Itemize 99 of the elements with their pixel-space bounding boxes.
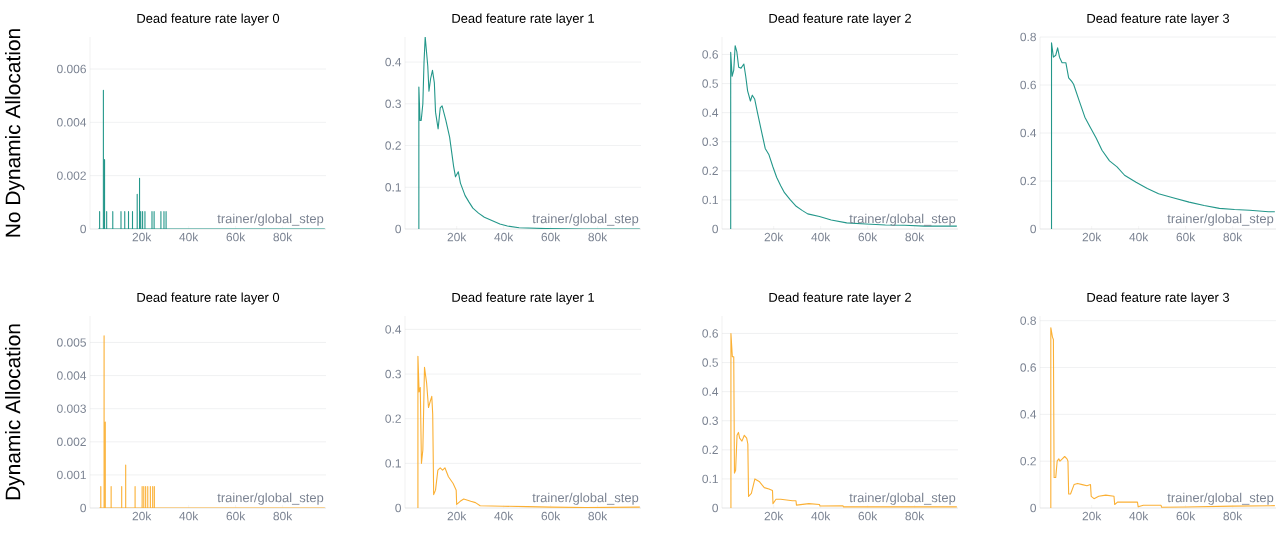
y-tick-label: 0.2 (1020, 456, 1036, 466)
x-tick-label: 40k (179, 511, 199, 521)
x-tick-label: 40k (494, 232, 514, 242)
y-tick-label: 0.005 (57, 338, 86, 347)
x-tick-label: 20k (1082, 232, 1102, 242)
x-tick-label: 20k (447, 232, 467, 242)
x-tick-label: 80k (1223, 232, 1243, 242)
y-tick-label: 0.003 (57, 404, 86, 413)
x-tick-label: 40k (811, 511, 831, 521)
y-tick-label: 0.1 (702, 195, 718, 205)
x-axis-title: trainer/global_step (1167, 492, 1274, 505)
y-tick-label: 0.6 (702, 329, 718, 338)
x-tick-label: 40k (1129, 232, 1149, 242)
x-tick-label: 20k (764, 511, 784, 521)
y-tick-label: 0.5 (702, 79, 718, 88)
x-tick-label: 20k (764, 232, 784, 242)
x-axis-title: trainer/global_step (532, 213, 639, 226)
y-tick-label: 0.006 (57, 64, 86, 74)
y-tick-label: 0.002 (57, 437, 86, 447)
x-tick-label: 60k (541, 232, 561, 242)
x-tick-label: 20k (447, 511, 467, 521)
chart-title: Dead feature rate layer 0 (137, 292, 280, 305)
y-tick-label: 0 (80, 503, 87, 513)
x-tick-label: 80k (905, 511, 925, 521)
y-tick-label: 0.8 (1020, 32, 1036, 42)
y-tick-label: 0.6 (1020, 80, 1036, 90)
y-tick-label: 0.1 (385, 183, 401, 192)
y-tick-label: 0.004 (57, 371, 87, 380)
y-tick-label: 0.2 (702, 445, 718, 455)
x-axis-title: trainer/global_step (849, 492, 956, 505)
chart-title: Dead feature rate layer 2 (769, 292, 911, 305)
x-tick-label: 80k (1223, 511, 1243, 521)
x-tick-label: 60k (858, 232, 878, 242)
y-tick-label: 0.4 (702, 387, 719, 396)
x-tick-label: 60k (226, 511, 246, 521)
y-tick-label: 0.3 (702, 416, 718, 425)
y-tick-label: 0.1 (385, 459, 401, 468)
x-tick-label: 40k (811, 232, 831, 242)
x-tick-label: 80k (588, 511, 608, 521)
x-tick-label: 60k (541, 511, 561, 521)
chart-title: Dead feature rate layer 1 (452, 292, 594, 305)
y-tick-label: 0.001 (57, 470, 86, 480)
x-tick-label: 40k (1129, 511, 1149, 521)
x-tick-label: 40k (494, 511, 514, 521)
line-series (97, 89, 326, 229)
y-tick-label: 0 (712, 503, 719, 513)
y-tick-label: 0.4 (385, 325, 402, 334)
x-axis-title: trainer/global_step (532, 492, 639, 505)
x-axis-title: trainer/global_step (1167, 213, 1274, 226)
y-tick-label: 0.6 (1020, 363, 1036, 372)
y-tick-label: 0 (395, 503, 402, 513)
x-tick-label: 80k (273, 511, 293, 521)
y-tick-label: 0.002 (57, 171, 86, 180)
y-tick-label: 0 (80, 224, 87, 234)
x-tick-label: 20k (132, 232, 152, 242)
y-tick-label: 0 (1030, 224, 1037, 234)
y-tick-label: 0.4 (1020, 128, 1037, 138)
x-tick-label: 20k (1082, 511, 1102, 521)
line-series (1050, 42, 1276, 229)
y-tick-label: 0.2 (385, 414, 401, 423)
y-tick-label: 0.1 (702, 474, 718, 484)
line-series (417, 355, 641, 509)
x-tick-label: 60k (858, 511, 878, 521)
y-tick-label: 0.4 (385, 57, 402, 67)
y-tick-label: 0.004 (57, 118, 87, 127)
y-tick-label: 0.6 (702, 50, 718, 59)
y-tick-label: 0 (395, 224, 402, 234)
chart-title: Dead feature rate layer 1 (452, 13, 594, 26)
y-tick-label: 0.3 (385, 369, 401, 379)
line-series (730, 45, 958, 229)
y-tick-label: 0.4 (702, 108, 719, 117)
line-series (98, 335, 326, 509)
y-tick-label: 0.2 (385, 141, 401, 150)
chart-title: Dead feature rate layer 2 (769, 13, 911, 26)
x-tick-label: 60k (1176, 511, 1196, 521)
x-tick-label: 20k (132, 511, 152, 521)
y-tick-label: 0 (712, 224, 719, 234)
x-tick-label: 80k (588, 232, 608, 242)
chart-title: Dead feature rate layer 3 (1087, 292, 1230, 305)
y-tick-label: 0 (1030, 503, 1037, 513)
x-tick-label: 80k (273, 232, 293, 242)
y-tick-label: 0.2 (702, 166, 718, 176)
x-tick-label: 40k (179, 232, 199, 242)
x-tick-label: 60k (226, 232, 246, 242)
x-axis-title: trainer/global_step (849, 213, 956, 226)
x-axis-title: trainer/global_step (217, 213, 324, 226)
y-tick-label: 0.4 (1020, 410, 1037, 419)
y-tick-label: 0.3 (385, 99, 401, 109)
y-tick-label: 0.2 (1020, 176, 1036, 186)
y-axis-title: Dynamic Allocation (4, 324, 25, 500)
y-tick-label: 0.8 (1020, 316, 1036, 325)
chart-title: Dead feature rate layer 3 (1087, 13, 1230, 26)
y-axis-title: No Dynamic Allocation (4, 29, 25, 237)
chart-title: Dead feature rate layer 0 (137, 13, 280, 26)
x-tick-label: 80k (905, 232, 925, 242)
x-axis-title: trainer/global_step (217, 492, 324, 505)
y-tick-label: 0.3 (702, 137, 718, 146)
y-tick-label: 0.5 (702, 358, 718, 367)
x-tick-label: 60k (1176, 232, 1196, 242)
